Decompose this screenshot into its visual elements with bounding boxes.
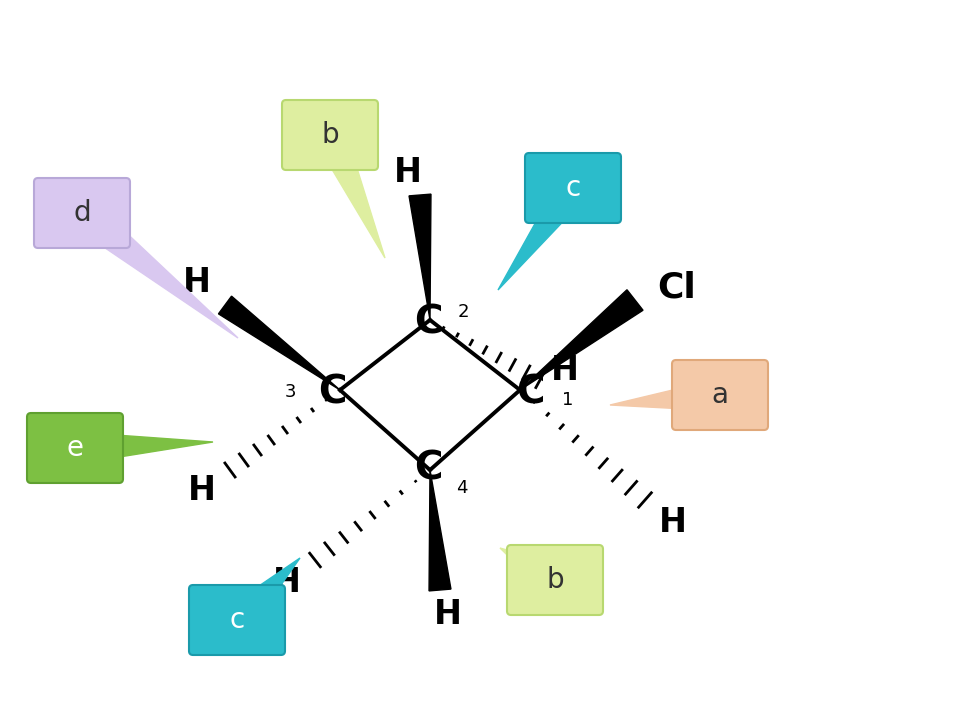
Polygon shape: [226, 558, 300, 631]
FancyBboxPatch shape: [27, 413, 123, 483]
FancyBboxPatch shape: [507, 545, 603, 615]
Text: C: C: [516, 373, 544, 411]
Text: H: H: [551, 354, 579, 387]
Polygon shape: [610, 379, 722, 411]
Text: H: H: [183, 266, 211, 300]
Text: 3: 3: [284, 383, 296, 401]
Text: C: C: [414, 449, 443, 487]
Polygon shape: [74, 432, 213, 464]
FancyBboxPatch shape: [672, 360, 768, 430]
Polygon shape: [500, 548, 564, 594]
Polygon shape: [72, 200, 238, 338]
Polygon shape: [316, 128, 385, 258]
FancyBboxPatch shape: [525, 153, 621, 223]
FancyBboxPatch shape: [282, 100, 378, 170]
Text: b: b: [546, 566, 564, 594]
Text: Cl: Cl: [658, 271, 696, 305]
Text: H: H: [188, 474, 216, 506]
Text: d: d: [73, 199, 91, 227]
Text: c: c: [229, 606, 245, 634]
Text: 2: 2: [457, 303, 468, 321]
Text: C: C: [414, 303, 443, 341]
Polygon shape: [429, 470, 451, 591]
Text: H: H: [434, 598, 462, 631]
FancyBboxPatch shape: [189, 585, 285, 655]
Text: C: C: [318, 373, 347, 411]
Text: H: H: [659, 505, 687, 539]
Text: 1: 1: [563, 391, 574, 409]
Polygon shape: [520, 289, 643, 390]
Text: e: e: [66, 434, 84, 462]
Text: H: H: [394, 156, 422, 189]
Text: H: H: [273, 565, 301, 598]
Text: a: a: [711, 381, 729, 409]
Text: c: c: [565, 174, 581, 202]
Polygon shape: [409, 194, 431, 320]
Text: b: b: [322, 121, 339, 149]
FancyBboxPatch shape: [34, 178, 130, 248]
Polygon shape: [219, 296, 340, 390]
Text: 4: 4: [456, 479, 468, 497]
Polygon shape: [498, 179, 586, 290]
